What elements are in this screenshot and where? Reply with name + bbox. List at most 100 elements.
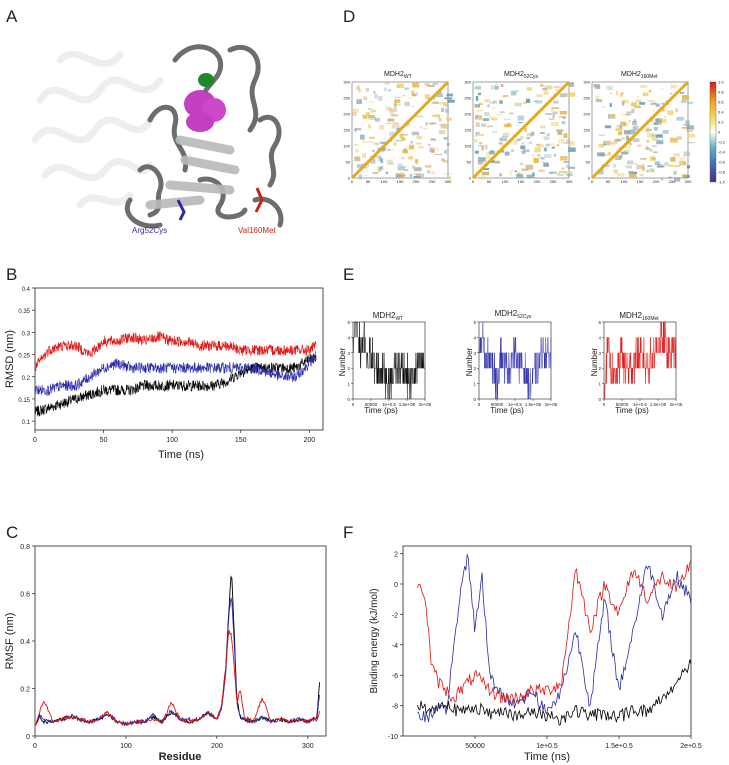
e-xtick: 0 [603,402,606,407]
d-xtick: 300 [445,179,452,184]
e-xtick: 50000 [365,402,378,407]
x-tick-label: 2e+0.5 [680,743,702,750]
d-ytick: 0 [588,176,591,181]
d-xtick: 50 [606,179,611,184]
y-tick-label: 0.35 [18,309,30,315]
d-ytick: 250 [583,96,590,101]
colorbar-tick: -0.4 [718,150,726,155]
met-series [417,560,692,705]
d-xtick: 150 [397,179,404,184]
panel-a-letter: A [6,7,18,26]
d-ytick: 200 [464,112,471,117]
e-xtick: 1.5e+05 [525,402,542,407]
d-ytick: 100 [343,144,350,149]
x-tick-label: 0 [33,437,37,444]
map-title-160met: MDH2160Met [621,71,658,80]
cys-series [417,554,692,723]
y-tick-label: -8 [392,704,398,711]
panel-f-letter: F [343,523,353,542]
rmsf-chart: 0 100 200 300 0 0.2 0.4 0.6 0.8 Residue RMSF (nm… [4,544,327,763]
x-tick-label: 50 [100,437,108,444]
e-xtick: 0 [352,402,355,407]
e-ytick: 2 [473,366,476,371]
diagonal [590,80,690,180]
e-xlabel-3: Time (ps) [615,406,649,415]
d-xtick: 100 [502,179,509,184]
d-xtick: 0 [591,179,594,184]
e-xtick: 1e+0.5 [382,402,396,407]
rmsf-ylabel: RMSF (nm) [4,613,16,670]
e-xtick: 1.5e+05 [399,402,416,407]
y-tick-label: 0.4 [22,287,31,293]
wt-series [34,353,317,417]
x-tick-label: 200 [211,743,223,750]
f-xlabel: Time (ns) [524,751,570,763]
d-ytick: 50 [586,160,591,165]
f-ylabel: Binding energy (kJ/mol) [369,588,380,693]
e-ylabel-1: Number [338,347,347,376]
d-xtick: 250 [550,179,557,184]
e-ytick: 4 [598,335,601,340]
colorbar-tick: 0.6 [718,100,724,105]
x-tick-label: 0 [33,743,37,750]
e-ytick: 5 [473,320,476,325]
e-ytick: 5 [598,320,601,325]
y-tick-label: 0.6 [20,592,30,599]
d-ytick: 250 [343,96,350,101]
e-xlabel-2: Time (ps) [490,406,524,415]
colorbar [709,81,717,183]
rmsd-chart: 0 50 100 150 200 0.1 0.15 0.2 0.25 0.3 0.35 0.4 Tim… [4,287,324,461]
d-xtick: 150 [518,179,525,184]
e-ytick: 3 [473,351,476,356]
colorbar-tick: 0.2 [718,120,724,125]
e-xtick: 0 [478,402,481,407]
x-tick-label: 300 [302,743,314,750]
cys-series [35,597,321,726]
arg52cys-label: Arg52Cys [132,226,167,235]
d-ytick: 150 [583,128,590,133]
x-tick-label: 150 [235,437,247,444]
colorbar-tick: -0.6 [718,160,726,165]
x-tick-label: 1.5e+0.5 [605,743,633,750]
e-xtick: 2e+05 [545,402,558,407]
d-ytick: 250 [464,96,471,101]
e-series-1 [479,321,552,400]
e-xtick: 1e+0.5 [508,402,522,407]
colorbar-tick: 1.0 [718,80,724,85]
d-ytick: 200 [343,112,350,117]
y-tick-label: 0.1 [22,420,31,426]
d-xtick: 300 [685,179,692,184]
d-xtick: 50 [487,179,492,184]
e-ytick: 4 [347,335,350,340]
panel-c-letter: C [6,523,18,542]
y-tick-label: 2 [394,552,398,559]
e-ytick: 1 [598,382,601,387]
d-xtick: 250 [669,179,676,184]
e-title-wt: MDH2WT [373,311,403,322]
e-title-52cys: MDH252Cys [495,309,532,320]
d-xtick: 100 [381,179,388,184]
correlation-maps: 0 50 100 150 200 250 300 0 50 100 150 200 250 300 0 50… [343,71,725,185]
x-tick-label: 50000 [465,743,485,750]
colorbar-tick: 0.4 [718,110,724,115]
e-ytick: 1 [347,382,350,387]
d-xtick: 0 [472,179,475,184]
e-ytick: 5 [347,320,350,325]
d-xtick: 100 [621,179,628,184]
colorbar-tick: 0.8 [718,90,724,95]
d-ytick: 50 [346,160,351,165]
e-title-160met: MDH2160Met [619,311,659,322]
d-xtick: 200 [413,179,420,184]
rmsd-xlabel: Time (ns) [158,449,204,461]
d-xtick: 150 [637,179,644,184]
d-ytick: 150 [464,128,471,133]
val160met-label: Val160Met [238,226,276,235]
map-title-52cys: MDH252Cys [504,71,539,80]
d-ytick: 300 [343,80,350,85]
y-tick-label: -4 [392,643,398,650]
e-xtick: 1e+0.5 [633,402,647,407]
colorbar-tick: 0 [718,130,721,135]
d-ytick: 150 [343,128,350,133]
e-ytick: 4 [473,335,476,340]
